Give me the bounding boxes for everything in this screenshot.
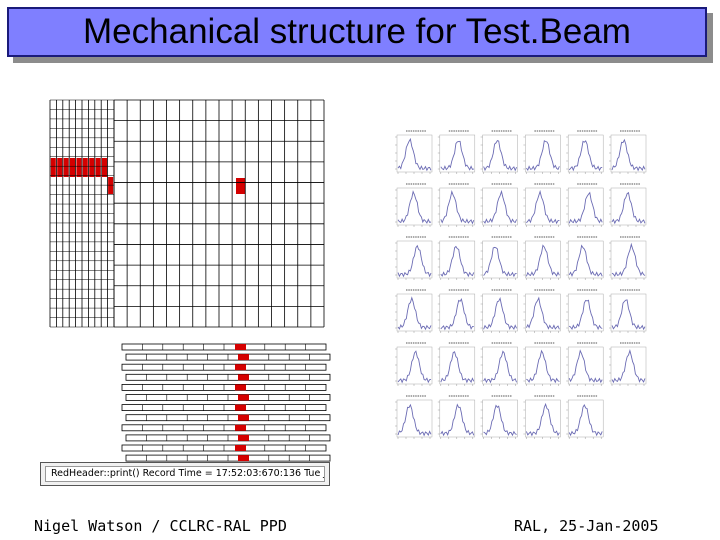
waveform-trace — [525, 244, 560, 277]
hit-cell — [102, 158, 107, 177]
waveform-trace — [397, 403, 432, 437]
strip-hit — [235, 424, 246, 431]
waveform-trace — [483, 189, 518, 224]
waveform-trace — [568, 191, 603, 224]
plot-frame — [567, 399, 604, 438]
hit-cell — [95, 158, 101, 177]
strip-hit — [235, 364, 246, 371]
waveform-trace — [611, 191, 646, 225]
strip-hit — [235, 404, 246, 411]
event-status-bar: RedHeader::print() Record Time = 17:52:0… — [40, 462, 330, 486]
plot-frame — [567, 346, 604, 385]
event-status-text: RedHeader::print() Record Time = 17:52:0… — [45, 466, 325, 482]
strip-hit — [238, 354, 249, 361]
waveform-trace — [483, 297, 518, 331]
detector-grid — [49, 99, 325, 328]
waveform-trace — [397, 190, 432, 224]
strip-hit — [235, 445, 246, 451]
footer-date: RAL, 25-Jan-2005 — [514, 517, 659, 535]
slide-title: Mechanical structure for Test.Beam — [83, 12, 631, 51]
waveform-trace — [397, 137, 432, 172]
plot-frame — [439, 134, 476, 173]
hit-cell — [57, 158, 63, 177]
waveform-trace — [440, 190, 475, 225]
strip-hit — [235, 344, 246, 350]
waveform-trace — [568, 404, 603, 437]
waveform-trace — [440, 140, 474, 171]
strip-hit — [238, 434, 249, 441]
hit-cell — [70, 158, 75, 177]
waveform-trace — [397, 244, 432, 278]
plot-frame — [482, 240, 518, 279]
waveform-trace — [397, 296, 432, 331]
waveform-trace — [611, 242, 646, 277]
hit-cell — [89, 158, 95, 177]
plot-frame — [482, 346, 518, 385]
hit-cell — [63, 158, 69, 177]
hit-cell — [50, 158, 56, 177]
plot-frame — [482, 399, 518, 438]
plot-frame — [439, 240, 476, 279]
strip-hit — [238, 414, 249, 421]
plot-frame — [610, 346, 647, 385]
strip-hit — [238, 455, 249, 462]
plot-frame — [439, 187, 476, 226]
waveform-trace — [483, 246, 517, 278]
strip-hit — [238, 374, 249, 381]
waveform-trace — [568, 244, 603, 278]
waveform-trace — [483, 350, 518, 384]
hit-cell — [76, 158, 82, 177]
waveform-trace — [526, 349, 560, 384]
hit-cell — [108, 177, 114, 194]
waveform-trace — [397, 350, 432, 384]
waveform-trace — [483, 140, 518, 172]
waveform-trace — [526, 189, 560, 225]
strip-hit — [238, 394, 249, 401]
title-banner: Mechanical structure for Test.Beam — [7, 7, 707, 57]
strip-hit — [235, 384, 246, 391]
plot-frame — [610, 293, 647, 332]
plot-frame — [396, 399, 433, 438]
waveform-trace — [440, 245, 475, 278]
plot-frame — [525, 399, 561, 438]
plot-frame — [396, 240, 433, 279]
waveform-trace — [611, 348, 646, 384]
plot-frame — [482, 187, 518, 226]
waveform-trace — [525, 296, 560, 330]
waveform-trace — [440, 403, 475, 437]
hit-cell — [236, 178, 245, 194]
waveform-trace — [526, 140, 560, 171]
plot-frame — [525, 293, 561, 332]
footer-author: Nigel Watson / CCLRC-RAL PPD — [34, 517, 287, 535]
waveform-plot-matrix — [395, 128, 647, 439]
waveform-trace — [440, 298, 474, 331]
waveform-trace — [568, 299, 603, 331]
waveform-trace — [483, 404, 517, 437]
plot-frame — [396, 293, 433, 332]
plot-frame — [610, 134, 647, 173]
waveform-trace — [440, 351, 475, 384]
waveform-trace — [568, 349, 603, 384]
plot-frame — [482, 134, 518, 173]
waveform-trace — [611, 299, 646, 331]
detector-strips — [121, 343, 331, 472]
plot-frame — [439, 293, 476, 332]
waveform-trace — [611, 138, 646, 172]
waveform-trace — [568, 140, 603, 172]
waveform-trace — [525, 402, 560, 437]
plot-frame — [396, 134, 433, 173]
hit-cell — [82, 158, 88, 177]
